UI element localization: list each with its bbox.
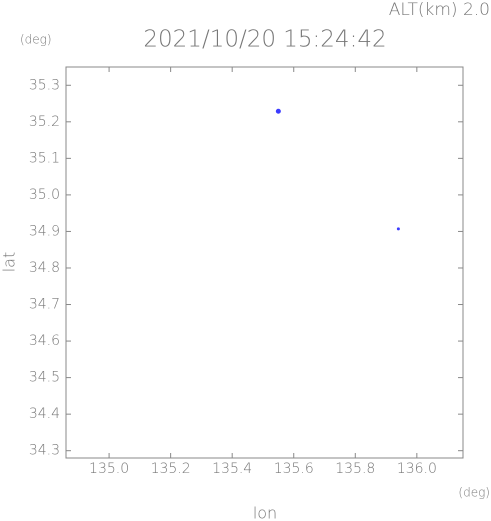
y-tick-label: 34.5 [29, 370, 60, 386]
y-unit: (deg) [20, 33, 52, 47]
point [396, 227, 400, 231]
x-tick-label: 136.0 [397, 461, 437, 477]
x-unit: (deg) [458, 486, 490, 500]
y-tick-label: 34.4 [29, 406, 60, 422]
y-tick-label: 34.8 [29, 260, 60, 276]
x-tick-label: 135.2 [151, 461, 191, 477]
x-tick-label: 135.8 [335, 461, 375, 477]
x-tick-label: 135.6 [274, 461, 314, 477]
x-axis-label: lon [253, 504, 277, 521]
y-tick-label: 35.3 [29, 77, 60, 93]
x-tick-label: 135.0 [89, 461, 129, 477]
y-axis-label: lat [0, 252, 19, 273]
annotation: ALT(km) 2.0 [389, 0, 490, 20]
y-tick-label: 35.2 [29, 114, 60, 130]
x-tick-label: 135.4 [212, 461, 252, 477]
plot-frame [65, 66, 464, 459]
y-tick-label: 34.6 [29, 333, 60, 349]
chart-title: 2021/10/20 15:24:42 [143, 27, 386, 53]
point [275, 108, 281, 114]
y-tick-label: 34.9 [29, 223, 60, 239]
y-tick-label: 34.3 [29, 443, 60, 459]
y-tick-label: 34.7 [29, 297, 60, 313]
y-tick-label: 35.0 [29, 187, 60, 203]
y-tick-label: 35.1 [29, 150, 60, 166]
